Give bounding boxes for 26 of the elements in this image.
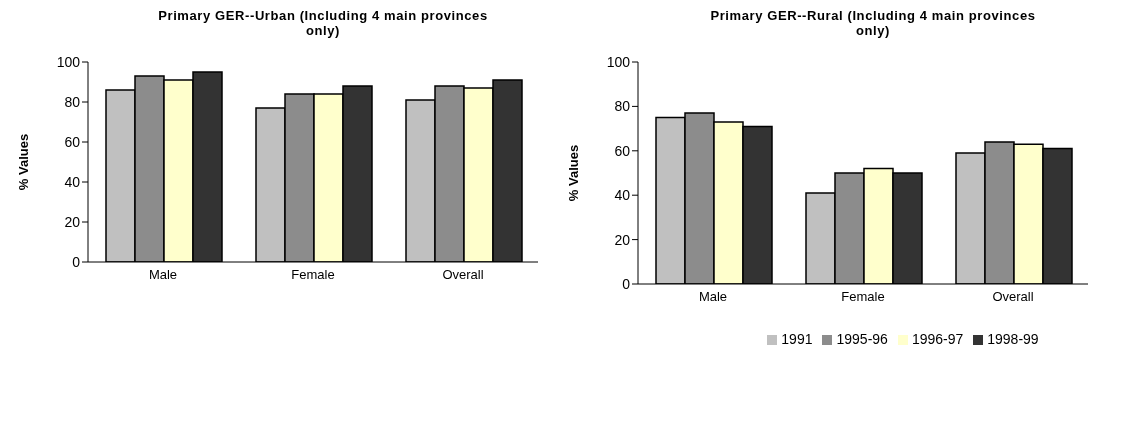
x-tick-label: Male <box>148 267 178 283</box>
y-tick-label: 0 <box>72 253 81 270</box>
y-tick-label: 80 <box>64 93 81 110</box>
legend-label: 1998-99 <box>987 331 1039 347</box>
y-tick-label: 100 <box>606 53 631 70</box>
y-tick-label: 40 <box>64 173 81 190</box>
legend-label: 1995-96 <box>836 331 888 347</box>
y-tick-label: 60 <box>614 142 631 159</box>
y-tick-label: 20 <box>614 231 631 248</box>
legend-label: 1991 <box>781 331 813 347</box>
chart-title: Primary GER--Urban (Including 4 main provinces only) <box>158 8 488 40</box>
x-tick-label: Male <box>698 289 728 305</box>
x-tick-label: Female <box>841 289 885 305</box>
y-tick-label: 0 <box>622 275 631 292</box>
chart-title: Primary GER--Rural (Including 4 main provinces only) <box>709 8 1037 40</box>
x-tick-label: Overall <box>992 289 1034 305</box>
legend-label: 1996-97 <box>911 331 964 347</box>
y-tick-label: 40 <box>614 187 631 204</box>
y-tick-label: 100 <box>56 53 81 70</box>
y-tick-label: 60 <box>64 133 81 150</box>
y-axis-title: % Values <box>565 144 581 202</box>
y-axis-title: % Values <box>15 133 31 191</box>
y-tick-label: 20 <box>64 213 81 230</box>
x-tick-label: Female <box>291 267 335 283</box>
y-tick-label: 80 <box>614 98 631 115</box>
x-tick-label: Overall <box>442 267 484 283</box>
